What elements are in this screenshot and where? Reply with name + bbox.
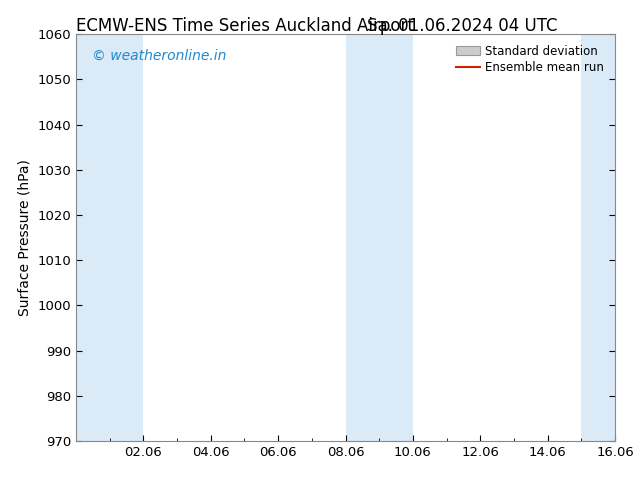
Legend: Standard deviation, Ensemble mean run: Standard deviation, Ensemble mean run [451,40,609,79]
Bar [346,34,413,441]
Text: ECMW-ENS Time Series Auckland Airport: ECMW-ENS Time Series Auckland Airport [76,17,414,35]
Text: Sa. 01.06.2024 04 UTC: Sa. 01.06.2024 04 UTC [368,17,558,35]
Y-axis label: Surface Pressure (hPa): Surface Pressure (hPa) [18,159,32,316]
Text: © weatheronline.in: © weatheronline.in [93,49,226,63]
Bar [76,34,143,441]
Bar [581,34,615,441]
